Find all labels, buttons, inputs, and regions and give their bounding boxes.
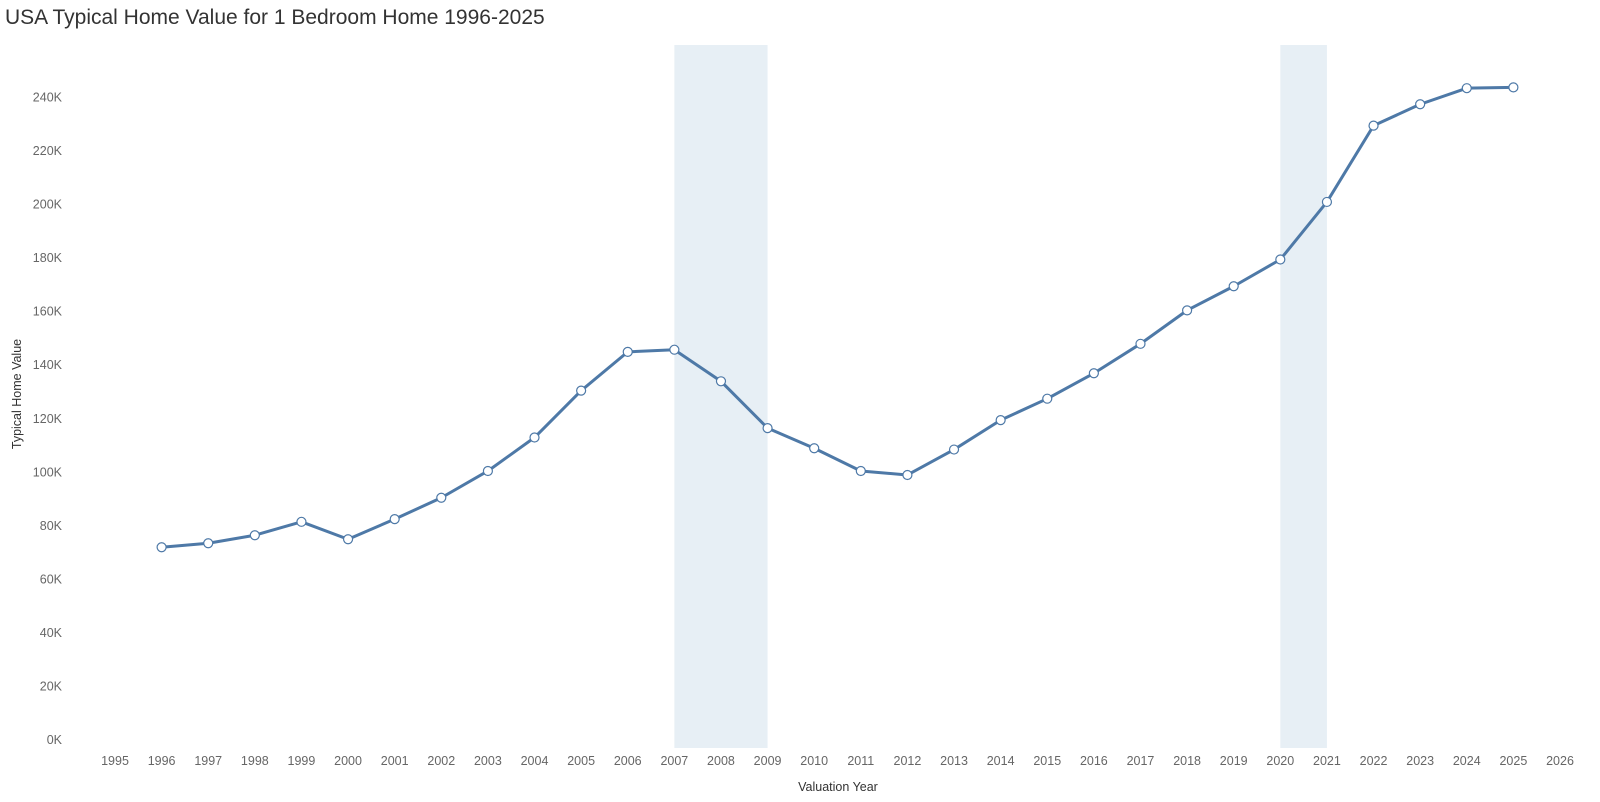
x-tick-label: 2021 [1313, 754, 1341, 768]
data-point [1135, 338, 1146, 349]
x-tick-label: 2025 [1499, 754, 1527, 768]
y-axis-ticks: 0K 20K 40K 60K 80K 100K 120K 140K 160K 180K 200K 22… [33, 91, 63, 747]
shaded-period [1280, 45, 1327, 748]
x-tick-label: 2024 [1453, 754, 1481, 768]
y-tick-label: 160K [33, 305, 63, 319]
data-point [296, 516, 307, 527]
x-tick-label: 2009 [754, 754, 782, 768]
data-point [1321, 196, 1333, 208]
x-axis-ticks: 1995 1996 1997 1998 1999 2000 2001 2002 2003 2004… [101, 754, 1574, 768]
x-tick-label: 1996 [148, 754, 176, 768]
data-point [1181, 305, 1193, 316]
data-point [576, 385, 587, 396]
x-tick-label: 2013 [940, 754, 968, 768]
shaded-periods [674, 45, 1327, 748]
y-tick-label: 0K [47, 733, 63, 747]
data-point [902, 469, 913, 481]
data-point [1042, 393, 1053, 404]
x-tick-label: 2019 [1220, 754, 1248, 768]
x-tick-label: 2008 [707, 754, 735, 768]
x-tick-label: 2001 [381, 754, 409, 768]
y-tick-label: 180K [33, 251, 63, 265]
data-point [762, 423, 773, 434]
x-tick-label: 1997 [194, 754, 222, 768]
x-tick-label: 2022 [1360, 754, 1388, 768]
x-tick-label: 2003 [474, 754, 502, 768]
x-tick-label: 2000 [334, 754, 362, 768]
x-tick-label: 2011 [847, 754, 874, 768]
x-tick-label: 2018 [1173, 754, 1201, 768]
x-axis-title: Valuation Year [798, 780, 878, 794]
data-point [1461, 83, 1472, 94]
x-tick-label: 1995 [101, 754, 129, 768]
y-tick-label: 220K [33, 144, 63, 158]
data-point [995, 415, 1006, 426]
y-tick-label: 20K [40, 679, 63, 693]
x-tick-label: 2020 [1266, 754, 1294, 768]
data-point [436, 492, 447, 503]
x-tick-label: 2016 [1080, 754, 1108, 768]
data-point [855, 465, 866, 477]
x-tick-label: 2010 [800, 754, 828, 768]
x-tick-label: 2006 [614, 754, 642, 768]
shaded-period [674, 45, 768, 748]
x-tick-label: 2015 [1033, 754, 1061, 768]
x-tick-label: 2005 [567, 754, 595, 768]
chart-title: USA Typical Home Value for 1 Bedroom Hom… [5, 6, 545, 29]
data-point [156, 542, 167, 553]
data-point [249, 530, 260, 541]
data-point [1508, 82, 1519, 93]
y-tick-label: 240K [33, 91, 63, 105]
data-point [622, 346, 633, 357]
series-line [160, 85, 1515, 549]
y-tick-label: 200K [33, 198, 63, 212]
data-points [156, 82, 1519, 553]
data-point [1368, 120, 1379, 131]
x-tick-label: 2004 [521, 754, 549, 768]
data-point [203, 538, 214, 549]
data-point [809, 443, 820, 454]
data-point [529, 432, 540, 443]
series-line-group [160, 85, 1515, 549]
data-point [669, 344, 680, 355]
x-tick-label: 2007 [660, 754, 688, 768]
data-point [1228, 281, 1239, 292]
data-point [1275, 254, 1286, 265]
y-tick-label: 100K [33, 465, 63, 479]
data-point [715, 376, 727, 387]
y-tick-label: 140K [33, 358, 63, 372]
y-tick-label: 60K [40, 572, 63, 586]
x-tick-label: 1999 [288, 754, 316, 768]
data-point [342, 534, 354, 545]
y-axis-title: Typical Home Value [10, 339, 24, 449]
x-tick-label: 2026 [1546, 754, 1574, 768]
y-tick-label: 40K [40, 626, 63, 640]
x-tick-label: 1998 [241, 754, 269, 768]
x-tick-label: 2002 [427, 754, 455, 768]
x-tick-label: 2023 [1406, 754, 1434, 768]
x-tick-label: 2012 [894, 754, 922, 768]
data-point [482, 465, 494, 477]
data-point [389, 514, 400, 525]
x-tick-label: 2017 [1127, 754, 1155, 768]
data-point [948, 444, 960, 455]
data-point [1088, 368, 1099, 379]
data-point [1415, 99, 1426, 110]
y-tick-label: 120K [33, 412, 63, 426]
y-tick-label: 80K [40, 519, 63, 533]
x-tick-label: 2014 [987, 754, 1015, 768]
